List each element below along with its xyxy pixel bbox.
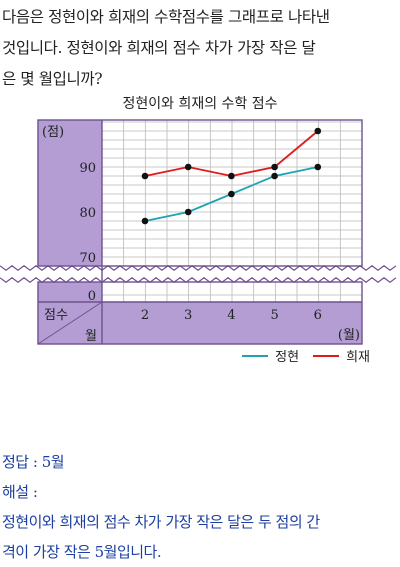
legend-item-jeonghyeon: 정현	[242, 346, 299, 365]
chart-legend: 정현 희재	[228, 346, 370, 365]
data-point	[228, 190, 235, 198]
data-point	[314, 163, 322, 171]
line-chart: (점) 90 80 70 0 점수월 2 3 4 5 6 (월)	[0, 119, 400, 345]
legend-label: 희재	[346, 350, 370, 365]
x-tick-label: 4	[227, 308, 235, 323]
legend-swatch-jeonghyeon	[242, 354, 269, 357]
data-point	[271, 163, 278, 171]
data-point	[271, 172, 278, 180]
data-point	[314, 127, 322, 135]
answer-line: 정답 : 5월	[2, 453, 65, 471]
header-diagonal	[37, 301, 103, 345]
data-point	[141, 172, 149, 180]
chart-frame-lower	[37, 281, 363, 345]
x-axis-unit: (월)	[338, 328, 360, 343]
x-tick-label: 6	[314, 308, 322, 323]
chart-title: 정현이와 희재의 수학 점수	[122, 96, 278, 112]
question-line: 은 몇 월입니까?	[2, 70, 103, 88]
table-header-score: 점수	[44, 308, 68, 323]
table-header-month: 월	[85, 329, 97, 344]
data-point	[141, 217, 149, 225]
x-tick-label: 2	[141, 308, 149, 323]
x-tick-label: 5	[270, 308, 278, 323]
explanation-line: 격이 가장 작은 5월입니다.	[2, 543, 162, 561]
y-tick-label: 0	[88, 289, 96, 304]
explanation-label: 해설 :	[2, 483, 38, 501]
chart-frame-upper	[37, 119, 363, 267]
x-tick-label: 3	[184, 308, 192, 323]
data-point	[228, 172, 235, 180]
data-point	[184, 208, 192, 216]
legend-item-huijae: 희재	[313, 346, 370, 365]
answer-section: 정답 : 5월 해설 : 정현이와 희재의 점수 차가 가장 작은 달은 두 점…	[2, 447, 400, 567]
data-point	[184, 163, 192, 171]
y-tick-label: 80	[79, 206, 96, 221]
series-line-1	[144, 130, 319, 177]
question-line: 것입니다. 정현이와 희재의 점수 차가 가장 작은 달	[2, 39, 316, 57]
question-line: 다음은 정현이와 희재의 수학점수를 그래프로 나타낸	[2, 8, 330, 26]
y-tick-label: 90	[79, 161, 96, 176]
question-text: 다음은 정현이와 희재의 수학점수를 그래프로 나타낸 것입니다. 정현이와 희…	[2, 2, 398, 95]
y-axis-label: (점)	[42, 125, 64, 140]
legend-swatch-huijae	[313, 354, 340, 357]
explanation-line: 정현이와 희재의 점수 차가 가장 작은 달은 두 점의 간	[2, 513, 320, 531]
y-tick-label: 70	[79, 251, 96, 266]
legend-label: 정현	[275, 350, 300, 365]
axis-break-wave	[0, 265, 397, 271]
